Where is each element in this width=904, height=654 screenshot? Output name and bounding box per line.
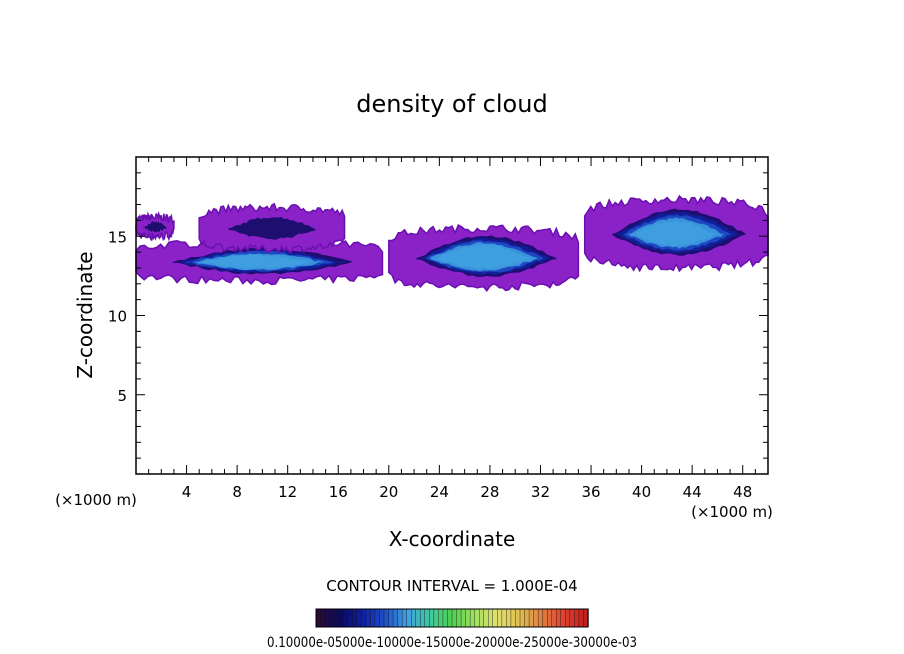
- colorbar-swatch: [560, 608, 567, 628]
- colorbar-swatch: [528, 608, 535, 628]
- colorbar-swatch: [569, 608, 576, 628]
- y-axis-label: Z-coordinate: [73, 251, 97, 378]
- y-tick-label: 5: [117, 387, 127, 405]
- colorbar-swatch: [460, 608, 467, 628]
- colorbar-swatch: [442, 608, 449, 628]
- y-tick-label: 10: [108, 308, 127, 326]
- colorbar-swatch: [415, 608, 421, 628]
- cloud-density-core: [633, 220, 717, 247]
- x-axis-ticks: 4 8 12 16 20 24 28 32 36 40 44 48: [148, 157, 756, 501]
- y-axis-ticks: 5 10 15: [108, 172, 768, 459]
- colorbar-swatch: [497, 608, 503, 628]
- colorbar-swatch: [524, 608, 530, 628]
- y-tick-label: 15: [108, 228, 127, 246]
- x-tick-label: 28: [480, 483, 499, 501]
- cloud-density-core: [201, 253, 314, 270]
- colorbar-swatch: [370, 608, 376, 628]
- cloud-density-field: [135, 194, 769, 292]
- x-tick-label: 48: [733, 483, 752, 501]
- chart-title: density of cloud: [356, 90, 547, 118]
- colorbar-swatch: [519, 608, 526, 628]
- colorbar-swatch: [565, 608, 571, 628]
- x-tick-label: 40: [632, 483, 651, 501]
- colorbar-swatch: [469, 608, 476, 628]
- colorbar-swatch: [333, 608, 340, 628]
- colorbar-swatch: [578, 608, 585, 628]
- cloud-density-core: [439, 246, 524, 269]
- colorbar-swatch: [356, 608, 363, 628]
- colorbar-swatch: [365, 608, 372, 628]
- colorbar-swatch: [424, 608, 431, 628]
- colorbar-swatch: [451, 608, 458, 628]
- colorbar-swatch: [456, 608, 462, 628]
- colorbar-swatch: [433, 608, 440, 628]
- colorbar-swatch: [447, 608, 453, 628]
- colorbar-swatch: [574, 608, 580, 628]
- cloud-density-core: [228, 216, 317, 240]
- colorbar-swatch: [320, 608, 326, 628]
- colorbar-swatch: [465, 608, 471, 628]
- colorbar-swatch: [388, 608, 394, 628]
- colorbar-swatch: [438, 608, 444, 628]
- x-tick-label: 8: [232, 483, 242, 501]
- x-tick-label: 4: [182, 483, 192, 501]
- y-unit-note: (×1000 m): [55, 491, 137, 509]
- colorbar-swatch: [483, 608, 489, 628]
- cloud-density-core: [143, 221, 167, 233]
- colorbar-swatch: [506, 608, 512, 628]
- colorbar: [315, 608, 589, 628]
- colorbar-swatch: [324, 608, 331, 628]
- colorbar-swatch: [542, 608, 548, 628]
- colorbar-swatch: [315, 608, 322, 628]
- colorbar-swatch: [515, 608, 521, 628]
- colorbar-swatch: [383, 608, 390, 628]
- colorbar-swatch: [401, 608, 408, 628]
- colorbar-swatch: [379, 608, 385, 628]
- colorbar-swatch: [510, 608, 517, 628]
- contour-interval-label: CONTOUR INTERVAL = 1.000E-04: [326, 577, 577, 595]
- colorbar-frame: [315, 608, 589, 628]
- colorbar-swatch: [492, 608, 499, 628]
- colorbar-swatch: [547, 608, 553, 628]
- x-tick-label: 32: [531, 483, 550, 501]
- colorbar-swatch: [338, 608, 344, 628]
- colorbar-swatch: [347, 608, 353, 628]
- colorbar-swatch: [551, 608, 557, 628]
- x-tick-label: 20: [379, 483, 398, 501]
- colorbar-swatch: [392, 608, 399, 628]
- colorbar-swatch: [420, 608, 426, 628]
- x-tick-label: 36: [581, 483, 600, 501]
- x-tick-label: 16: [329, 483, 348, 501]
- colorbar-swatch: [361, 608, 367, 628]
- x-unit-note: (×1000 m): [691, 503, 773, 521]
- colorbar-swatch: [556, 608, 562, 628]
- colorbar-swatch: [329, 608, 335, 628]
- x-tick-label: 24: [430, 483, 449, 501]
- colorbar-swatch: [352, 608, 358, 628]
- colorbar-swatch: [488, 608, 494, 628]
- colorbar-swatch: [411, 608, 417, 628]
- colorbar-swatch: [343, 608, 349, 628]
- colorbar-swatch: [479, 608, 485, 628]
- colorbar-swatch: [429, 608, 435, 628]
- x-axis-label: X-coordinate: [389, 527, 516, 551]
- x-tick-label: 44: [683, 483, 702, 501]
- colorbar-swatch: [474, 608, 480, 628]
- colorbar-swatch: [533, 608, 539, 628]
- colorbar-swatch: [374, 608, 381, 628]
- colorbar-swatch: [501, 608, 508, 628]
- colorbar-swatch: [537, 608, 544, 628]
- x-tick-label: 12: [278, 483, 297, 501]
- colorbar-swatch: [406, 608, 412, 628]
- colorbar-scale-label: 0.10000e-05000e-10000e-15000e-20000e-250…: [267, 635, 637, 651]
- colorbar-swatch: [397, 608, 403, 628]
